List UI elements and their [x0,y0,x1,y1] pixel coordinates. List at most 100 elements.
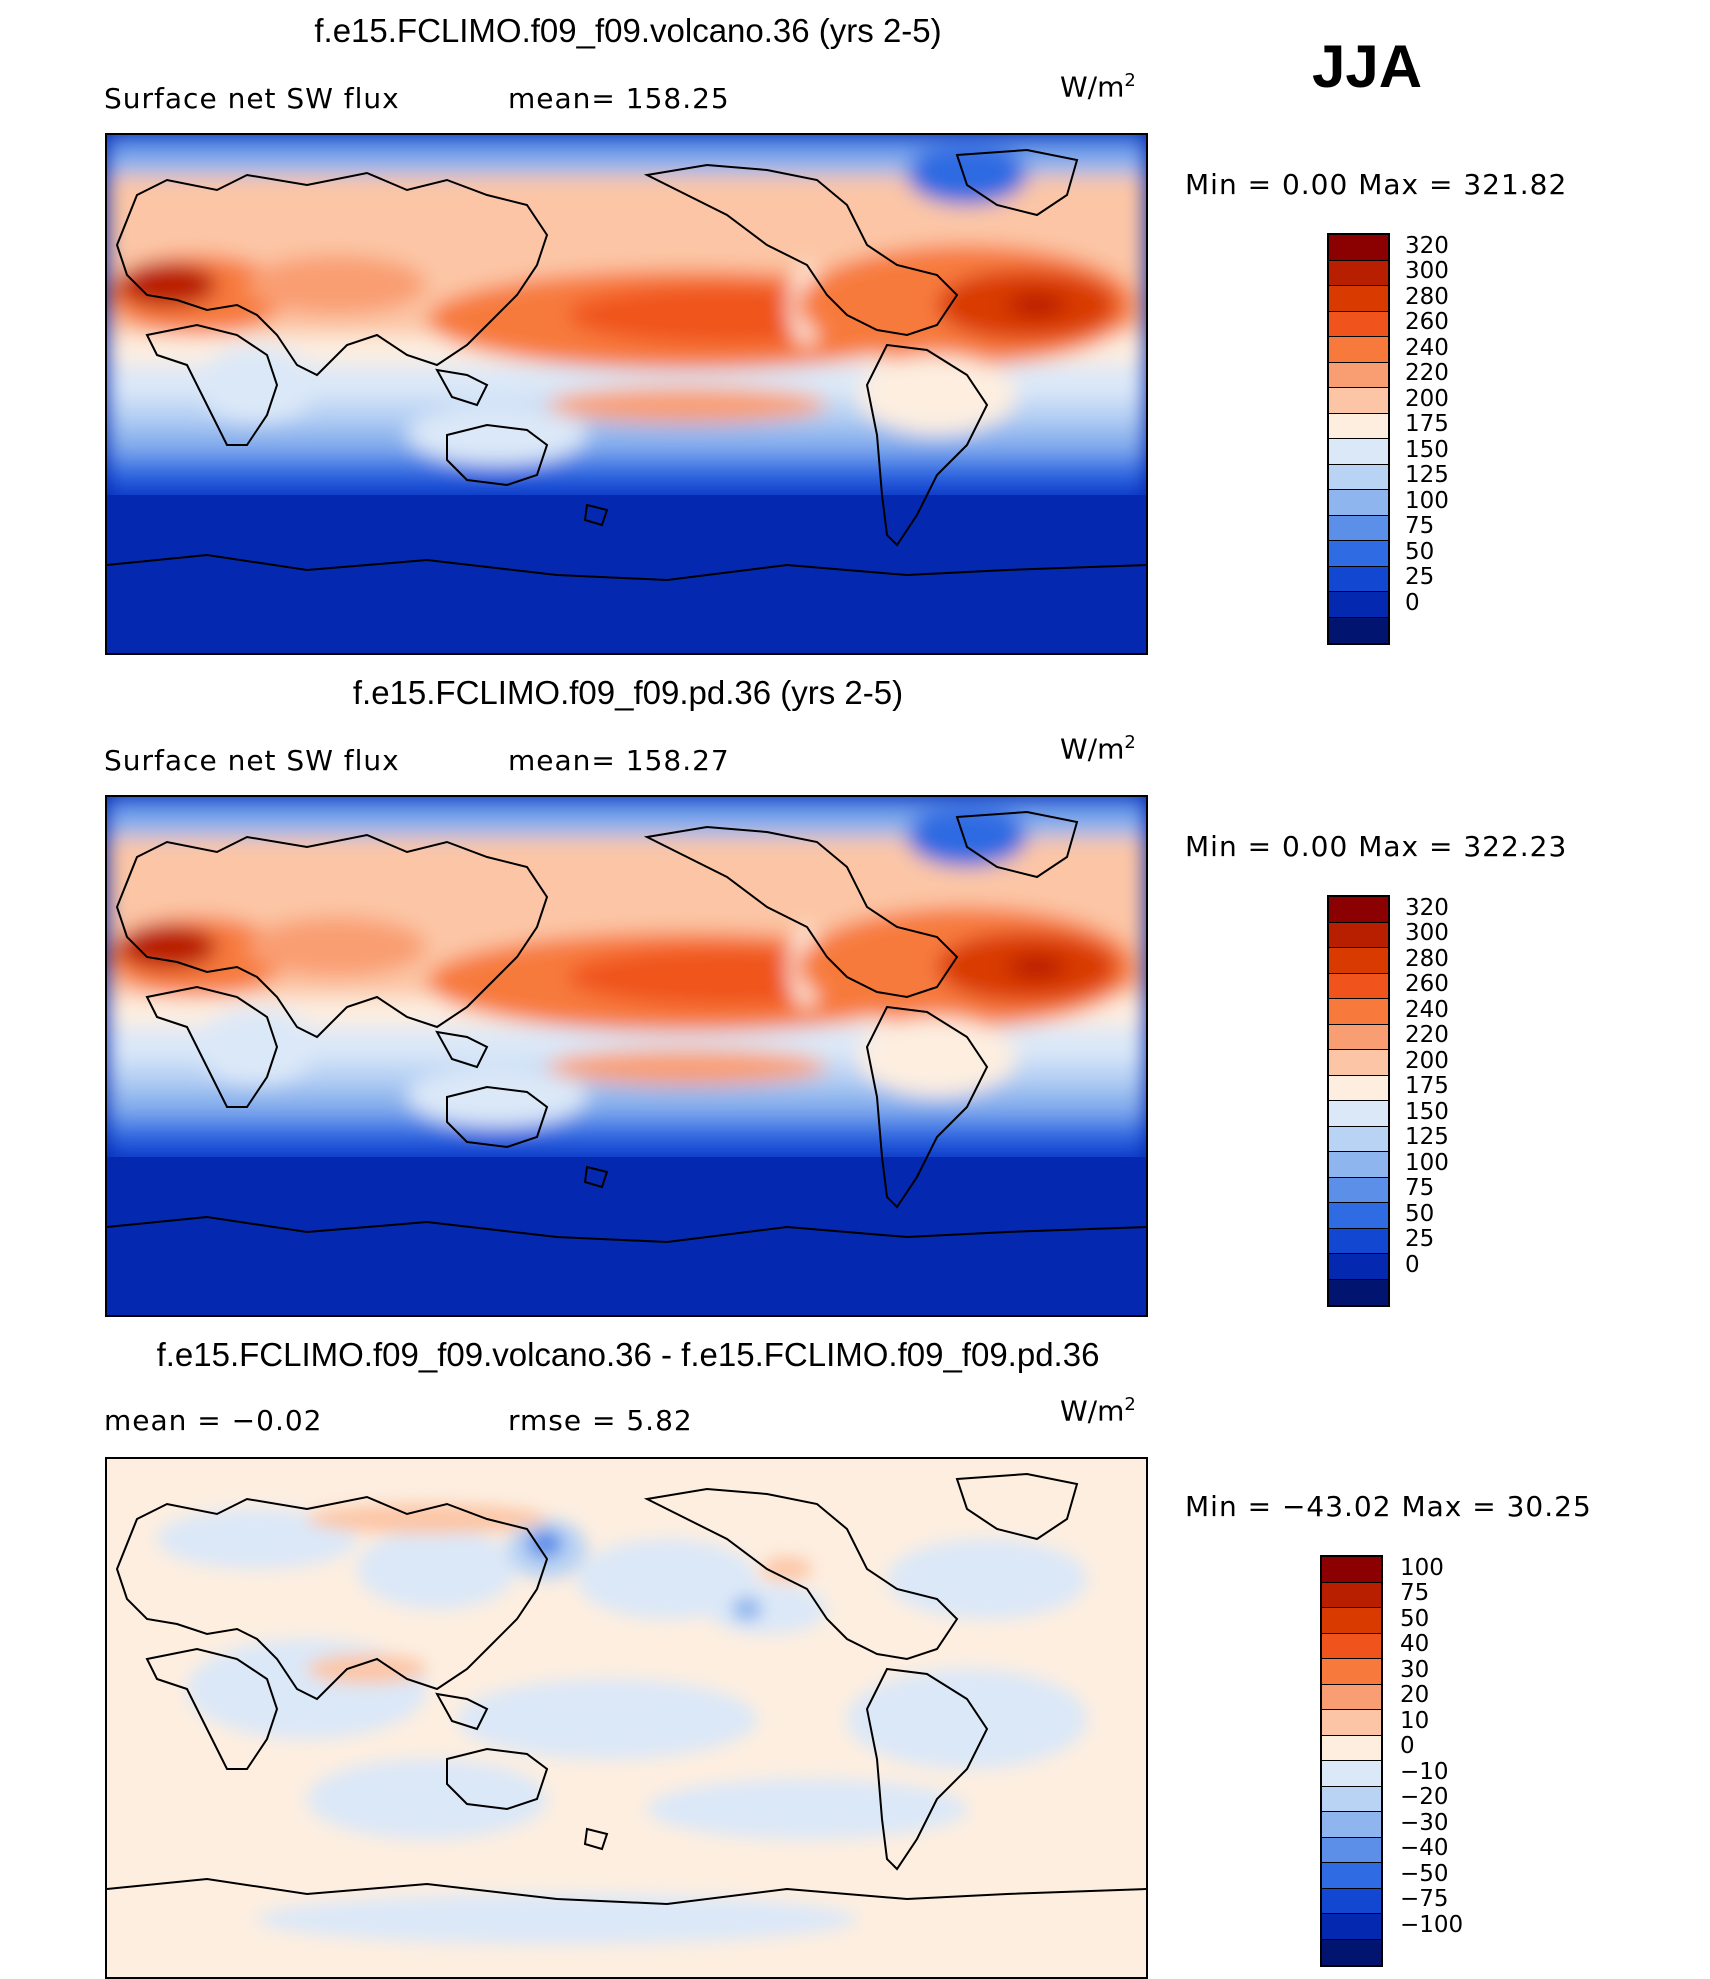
colorbar-tick-label: −75 [1400,1886,1449,1912]
colorbar-tick-label: 50 [1405,1200,1435,1227]
colorbar-tick-label: 100 [1405,1149,1449,1176]
colorbar-swatch [1322,1939,1381,1965]
colorbar-tick-label: 300 [1405,258,1449,284]
panel-1-colorbar-labels: 320 300 280 260 240 220 200 175 150 125 100 75 50 25 0 [1405,233,1525,645]
colorbar-tick-label: −20 [1400,1784,1449,1810]
colorbar-swatch [1322,1888,1381,1914]
panel-3-title: f.e15.FCLIMO.f09_f09.volcano.36 - f.e15.… [156,1336,1100,1373]
colorbar-tick-label: 0 [1400,1733,1415,1759]
colorbar-swatch [1329,439,1388,465]
colorbar-tick-label: 10 [1400,1707,1430,1734]
colorbar-swatch [1329,1254,1388,1280]
colorbar-tick-label: 300 [1405,920,1449,946]
panel-1-map [105,133,1148,655]
colorbar-tick-label: 0 [1405,1251,1420,1278]
panel-2-colorbar [1327,895,1390,1307]
colorbar-swatch [1329,286,1388,312]
panel-3-colorbar [1320,1555,1383,1967]
colorbar-tick-label: 200 [1405,1047,1449,1074]
colorbar-swatch [1329,1024,1388,1050]
colorbar-tick-label: −40 [1400,1835,1449,1861]
colorbar-swatch [1322,1582,1381,1608]
panel-1-units: W/m2 [1060,70,1136,104]
panel-3-minmax: Min = −43.02 Max = 30.25 [1185,1490,1592,1523]
colorbar-swatch [1329,1177,1388,1203]
panel-2-variable-label: Surface net SW flux [104,744,400,777]
panel-1-mean-label: mean= 158.25 [508,82,730,115]
colorbar-tick-label: 150 [1405,436,1449,463]
colorbar-tick-label: −100 [1400,1911,1464,1938]
colorbar-tick-label: 175 [1405,1073,1449,1099]
colorbar-tick-label: −30 [1400,1809,1449,1836]
colorbar-swatch [1329,922,1388,948]
colorbar-tick-label: 50 [1400,1605,1430,1632]
colorbar-swatch [1322,1684,1381,1710]
colorbar-swatch [1329,897,1388,923]
colorbar-swatch [1329,235,1388,261]
panel-1-variable-label: Surface net SW flux [104,82,400,115]
colorbar-tick-label: 175 [1405,411,1449,437]
colorbar-tick-label: 20 [1400,1682,1430,1708]
colorbar-swatch [1329,311,1388,337]
colorbar-swatch [1322,1710,1381,1736]
panel-3-mean-label: mean = −0.02 [104,1404,323,1437]
colorbar-swatch [1329,362,1388,388]
colorbar-swatch [1329,337,1388,363]
colorbar-swatch [1322,1812,1381,1838]
panel-1-colorbar [1327,233,1390,645]
panel-3-map [105,1457,1148,1979]
colorbar-swatch [1329,490,1388,516]
panel-3-rmse-label: rmse = 5.82 [508,1404,693,1437]
colorbar-tick-label: 0 [1405,589,1420,616]
colorbar-swatch [1322,1557,1381,1583]
colorbar-swatch [1329,1075,1388,1101]
colorbar-tick-label: 50 [1405,538,1435,565]
panel-2-units: W/m2 [1060,732,1136,766]
colorbar-tick-label: 320 [1405,894,1449,921]
panel-2-mean-label: mean= 158.27 [508,744,730,777]
colorbar-tick-label: 320 [1405,232,1449,259]
panel-1-title: f.e15.FCLIMO.f09_f09.volcano.36 (yrs 2-5… [314,12,942,49]
panel-3-map-svg [107,1459,1146,1977]
colorbar-tick-label: 200 [1405,385,1449,412]
panel-2-title: f.e15.FCLIMO.f09_f09.pd.36 (yrs 2-5) [352,674,904,711]
colorbar-swatch [1329,541,1388,567]
panel-2-coastlines [107,810,1146,1244]
colorbar-tick-label: 220 [1405,1022,1449,1048]
colorbar-swatch [1329,1228,1388,1254]
colorbar-swatch [1322,1633,1381,1659]
colorbar-tick-label: 220 [1405,360,1449,386]
colorbar-tick-label: 280 [1405,283,1449,310]
colorbar-swatch [1322,1837,1381,1863]
colorbar-swatch [1322,1786,1381,1812]
panel-3-units: W/m2 [1060,1394,1136,1428]
colorbar-swatch [1329,973,1388,999]
colorbar-swatch [1329,515,1388,541]
colorbar-swatch [1329,617,1388,643]
panel-1-map-svg [107,135,1146,653]
colorbar-swatch [1322,1914,1381,1940]
colorbar-swatch [1329,413,1388,439]
season-label: JJA [1312,33,1423,100]
colorbar-swatch [1329,260,1388,286]
colorbar-swatch [1329,1203,1388,1229]
panel-3-coastlines [107,1472,1146,1906]
colorbar-swatch [1329,999,1388,1025]
colorbar-swatch [1329,1152,1388,1178]
colorbar-swatch [1322,1863,1381,1889]
colorbar-tick-label: 260 [1405,971,1449,997]
colorbar-tick-label: 75 [1405,1175,1435,1201]
colorbar-swatch [1322,1659,1381,1685]
colorbar-swatch [1329,1126,1388,1152]
colorbar-swatch [1329,464,1388,490]
colorbar-tick-label: 75 [1400,1580,1430,1606]
panel-2-map-svg [107,797,1146,1315]
colorbar-tick-label: 150 [1405,1098,1449,1125]
colorbar-tick-label: 240 [1405,334,1449,361]
panel-3-colorbar-labels: 100 75 50 40 30 20 10 0 −10 −20 −30 −40 −50 −75 −100 [1400,1555,1520,1967]
colorbar-swatch [1329,1101,1388,1127]
colorbar-tick-label: 25 [1405,564,1435,590]
panel-1-minmax: Min = 0.00 Max = 321.82 [1185,168,1568,201]
panel-1-coastlines [107,148,1146,582]
colorbar-swatch [1329,592,1388,618]
